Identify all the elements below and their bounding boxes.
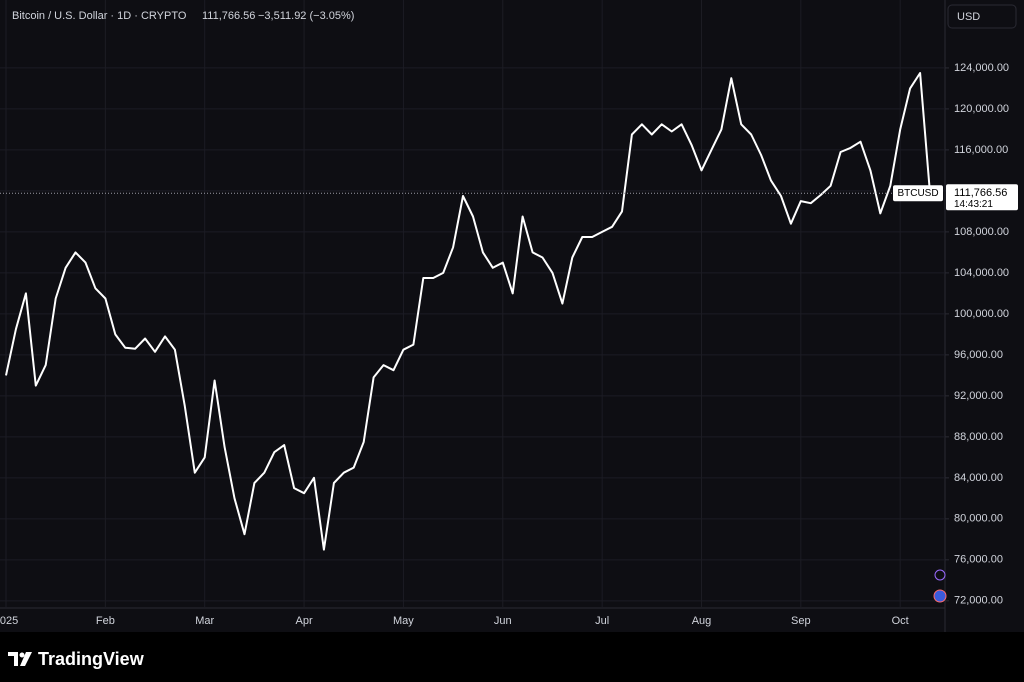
- price-tag: [946, 184, 1018, 211]
- x-tick-label: Aug: [692, 615, 712, 627]
- logo-mark: [20, 652, 32, 666]
- last-price: 111,766.56: [202, 10, 255, 22]
- price-tag-value: 111,766.56: [954, 187, 1007, 199]
- price-line: [5, 72, 931, 551]
- y-tick-label: 80,000.00: [954, 513, 1003, 525]
- y-tick-label: 84,000.00: [954, 472, 1003, 484]
- y-tick-label: 116,000.00: [954, 144, 1008, 156]
- symbol-title: Bitcoin / U.S. Dollar · 1D · CRYPTO: [12, 10, 187, 22]
- y-tick-label: 124,000.00: [954, 62, 1009, 74]
- symbol-tag-label: BTCUSD: [897, 188, 938, 199]
- chart-panel: [0, 0, 1024, 632]
- y-tick-label: 92,000.00: [954, 390, 1003, 402]
- x-tick-label: May: [393, 615, 414, 627]
- brand-logo: TradingView: [8, 649, 145, 669]
- x-tick-label: Jun: [494, 615, 512, 627]
- x-tick-label: Oct: [892, 615, 909, 627]
- y-tick-label: 72,000.00: [954, 595, 1003, 607]
- y-tick-label: 88,000.00: [954, 431, 1003, 443]
- currency-button[interactable]: [947, 4, 1017, 29]
- price-tag-countdown: 14:43:21: [954, 199, 993, 210]
- y-tick-label: 96,000.00: [954, 349, 1003, 361]
- y-tick-label: 100,000.00: [954, 308, 1009, 320]
- y-tick-label: 108,000.00: [954, 226, 1009, 238]
- event-icon[interactable]: [934, 569, 946, 581]
- x-tick-label: Feb: [96, 615, 115, 627]
- flag-icon[interactable]: [933, 589, 947, 603]
- logo-dot: [19, 652, 25, 658]
- y-tick-label: 120,000.00: [954, 103, 1009, 115]
- y-tick-label: 104,000.00: [954, 267, 1009, 279]
- symbol-tag: [893, 185, 943, 202]
- x-tick-label: Mar: [195, 615, 214, 627]
- price-change: −3,511.92 (−3.05%): [258, 10, 354, 22]
- brand-name: TradingView: [38, 649, 145, 669]
- x-tick-label: 2025: [0, 615, 18, 627]
- currency-label[interactable]: USD: [957, 11, 980, 23]
- plot: [5, 72, 931, 551]
- x-tick-label: Apr: [296, 615, 313, 627]
- grid: [0, 0, 945, 608]
- y-tick-label: 76,000.00: [954, 554, 1003, 566]
- x-tick-label: Sep: [791, 615, 811, 627]
- x-tick-label: Jul: [595, 615, 609, 627]
- logo-mark: [8, 652, 18, 666]
